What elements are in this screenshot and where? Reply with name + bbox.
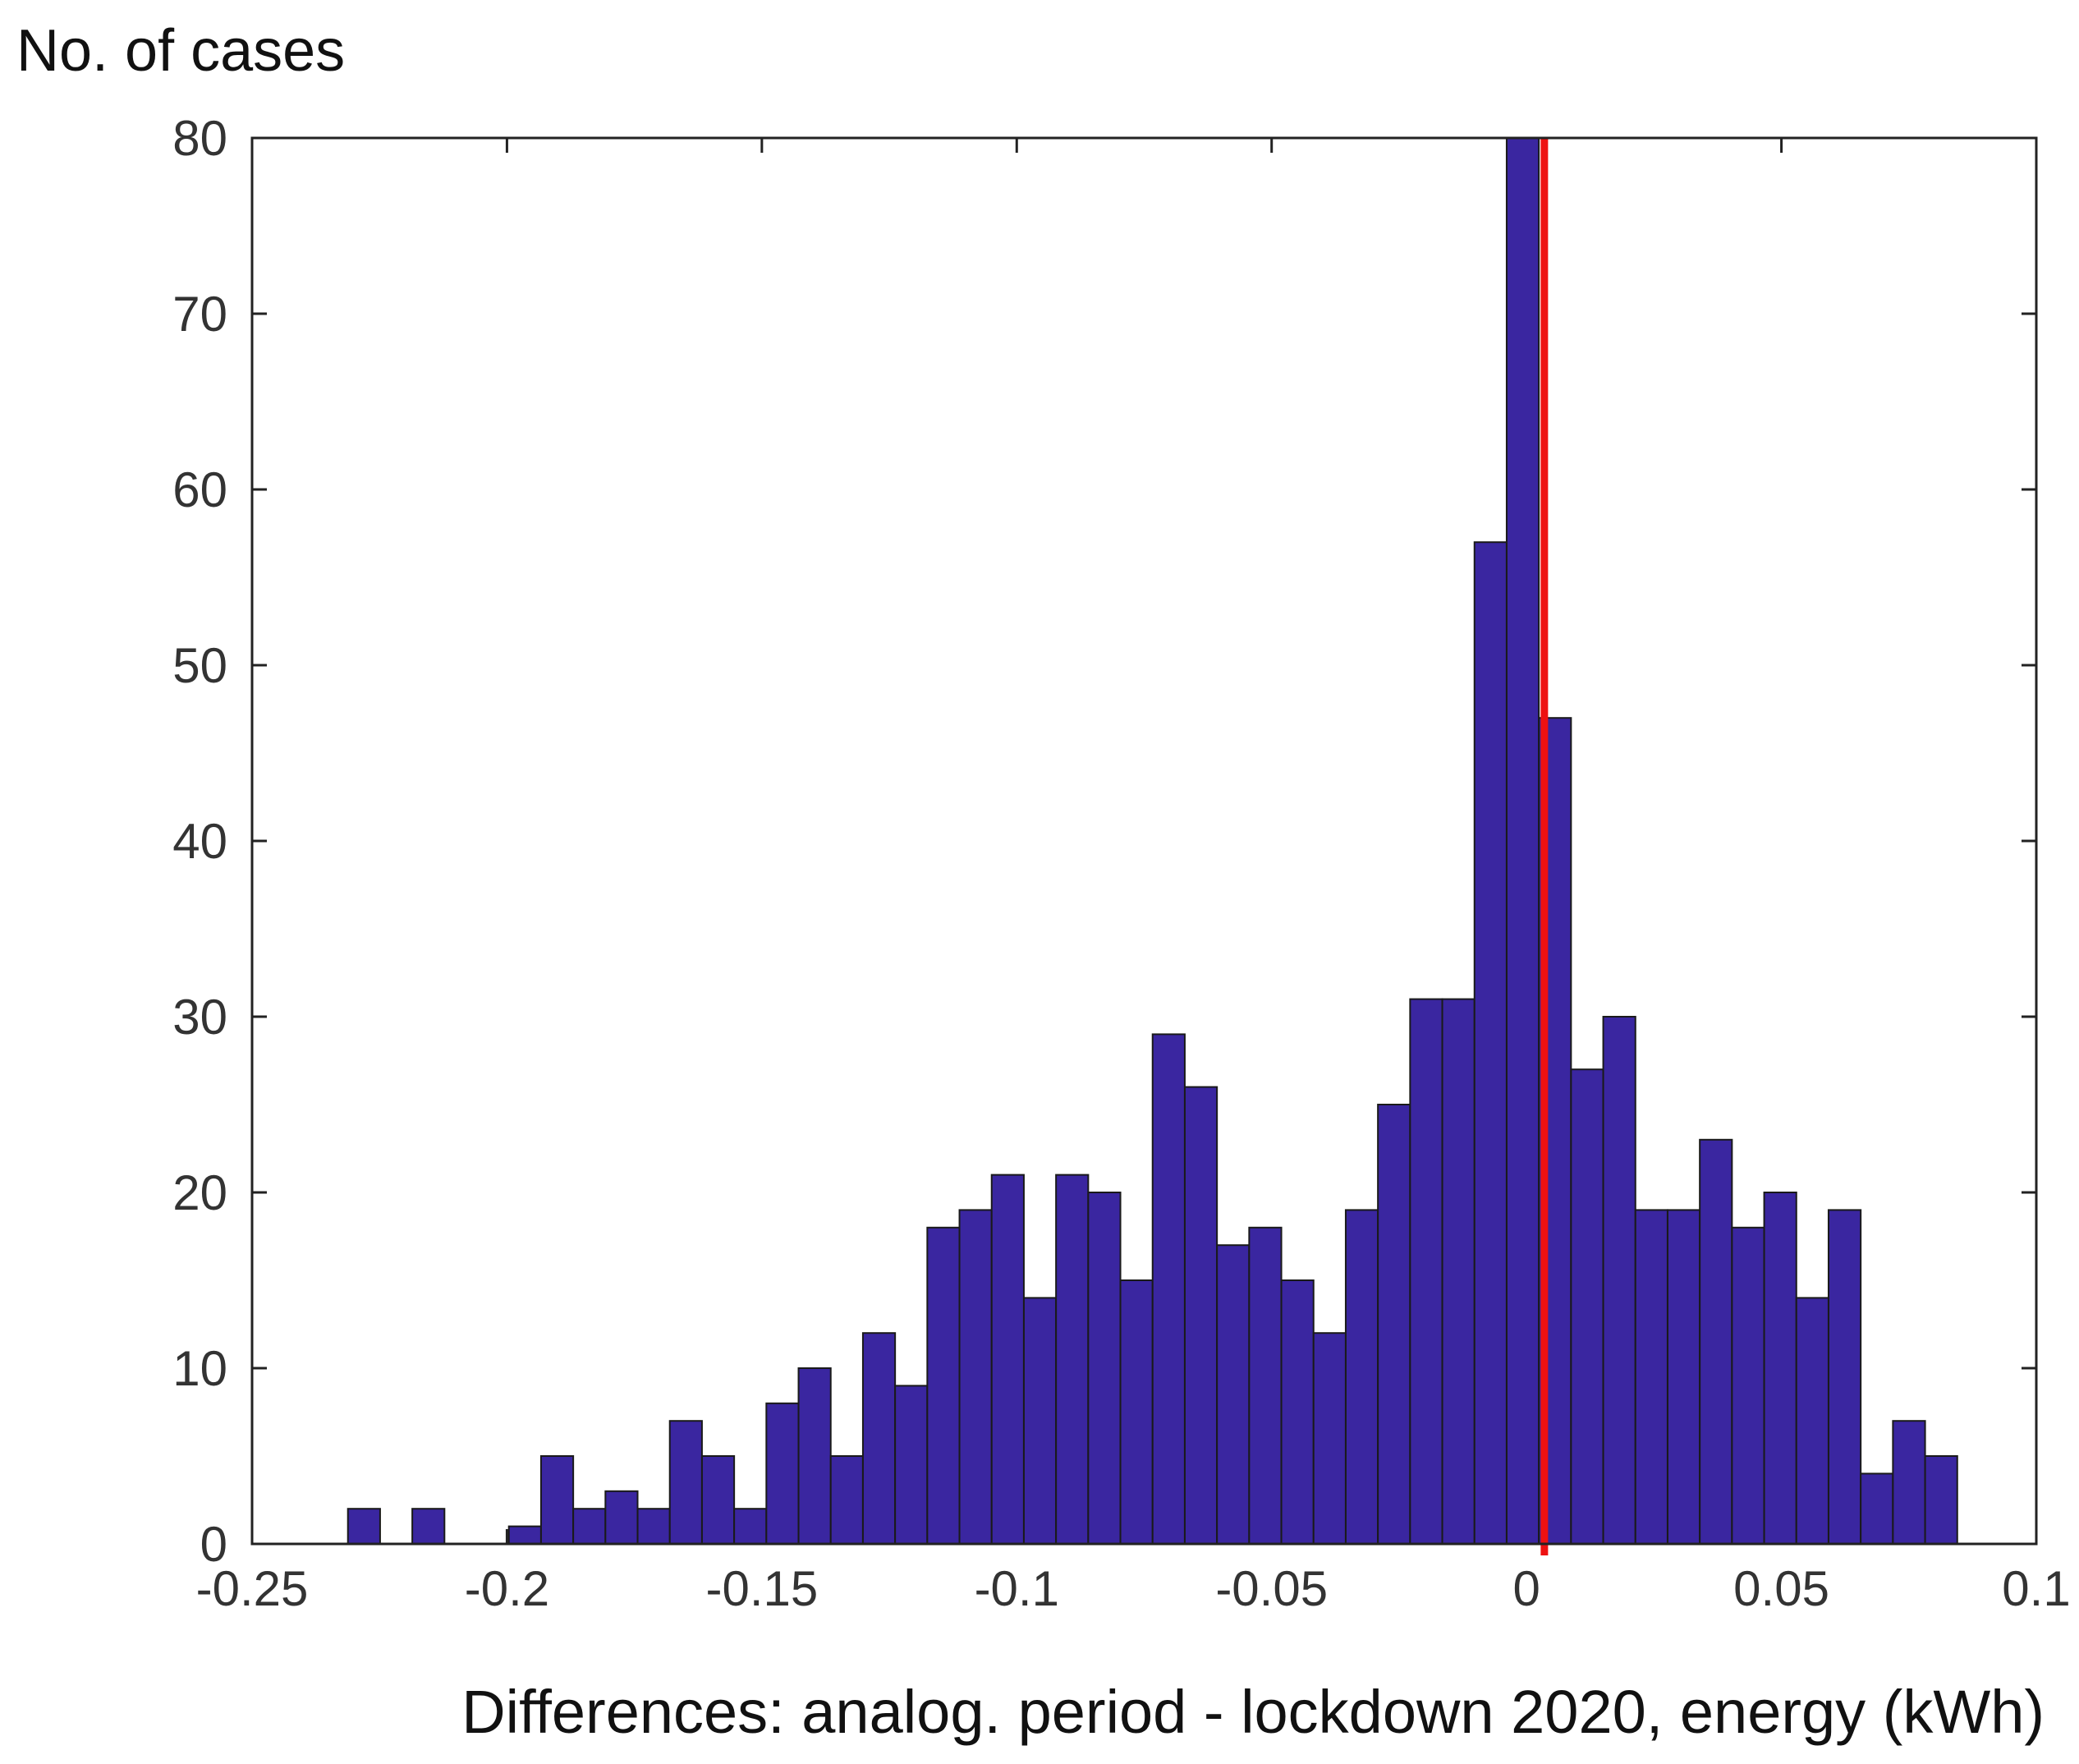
histogram-bar	[1699, 1138, 1733, 1546]
histogram-bar	[668, 1420, 703, 1545]
histogram-bar	[572, 1508, 607, 1545]
y-axis-title: No. of cases	[16, 18, 345, 84]
histogram-bar	[411, 1508, 446, 1545]
histogram-bar	[1892, 1420, 1926, 1545]
histogram-bar	[539, 1455, 575, 1545]
y-tick-label: 50	[172, 638, 227, 693]
histogram-bar	[958, 1209, 993, 1546]
y-tick-label: 40	[172, 814, 227, 869]
histogram-bar	[1634, 1209, 1668, 1546]
histogram-bar	[1183, 1086, 1218, 1545]
histogram-bar	[636, 1508, 671, 1545]
histogram-bar	[1216, 1244, 1251, 1545]
y-tick-label: 20	[172, 1165, 227, 1220]
histogram-bars	[346, 137, 1958, 1546]
histogram-bar	[1505, 137, 1540, 1545]
histogram-bar	[1087, 1192, 1122, 1545]
histogram-bar	[1055, 1174, 1090, 1545]
histogram-bar	[1409, 998, 1443, 1545]
x-tick-label: 0.1	[2002, 1561, 2070, 1616]
histogram-bar	[733, 1508, 768, 1545]
histogram-bar	[1151, 1033, 1186, 1545]
tick-labels: -0.25 -0.2 -0.15 -0.1 -0.05 0 0.05 0.1 0 10 20 30 40…	[172, 111, 2070, 1616]
y-tick-label: 80	[172, 111, 227, 166]
histogram-bar	[1248, 1226, 1283, 1546]
x-tick-label: -0.15	[705, 1561, 818, 1616]
histogram-bar	[604, 1490, 639, 1546]
histogram-bar	[1924, 1455, 1958, 1545]
histogram-bar	[926, 1226, 961, 1546]
histogram-bar	[1473, 541, 1508, 1546]
histogram-bar	[1119, 1279, 1154, 1545]
histogram-bar	[1602, 1016, 1636, 1545]
histogram-bar	[990, 1174, 1025, 1545]
histogram-bar	[507, 1525, 542, 1545]
histogram-bar	[1377, 1104, 1411, 1545]
histogram-bar	[894, 1385, 929, 1546]
histogram-bar	[1280, 1279, 1315, 1545]
histogram-bar	[797, 1367, 832, 1545]
histogram-bar	[1827, 1209, 1862, 1546]
histogram-bar	[346, 1508, 381, 1545]
histogram-bar	[1860, 1472, 1894, 1546]
y-tick-label: 30	[172, 990, 227, 1045]
y-tick-label: 10	[172, 1341, 227, 1396]
plot-frame	[250, 136, 2038, 1546]
histogram-bar	[861, 1332, 897, 1545]
y-tick-label: 0	[200, 1517, 227, 1572]
histogram-bar	[1344, 1209, 1379, 1546]
x-tick-label: 0.05	[1733, 1561, 1829, 1616]
histogram-bar	[700, 1455, 736, 1545]
x-axis-title: Differences: analog. period - lockdown 2…	[461, 1678, 2045, 1746]
histogram-bar	[1666, 1209, 1701, 1546]
histogram-bar	[1731, 1226, 1765, 1546]
x-tick-label: -0.05	[1215, 1561, 1328, 1616]
y-tick-label: 60	[172, 462, 227, 517]
histogram-bar	[1312, 1332, 1347, 1545]
histogram-bar	[1022, 1297, 1058, 1546]
histogram-bar	[1570, 1068, 1604, 1545]
histogram-bar	[765, 1402, 800, 1546]
x-tick-label: -0.25	[196, 1561, 309, 1616]
histogram-bar	[1795, 1297, 1829, 1546]
histogram-bar	[1441, 998, 1475, 1545]
x-tick-label: 0	[1512, 1561, 1540, 1616]
y-tick-label: 70	[172, 287, 227, 342]
histogram-bar	[829, 1455, 864, 1545]
x-tick-label: -0.2	[465, 1561, 549, 1616]
x-tick-label: -0.1	[975, 1561, 1059, 1616]
histogram-bar	[1763, 1192, 1797, 1545]
